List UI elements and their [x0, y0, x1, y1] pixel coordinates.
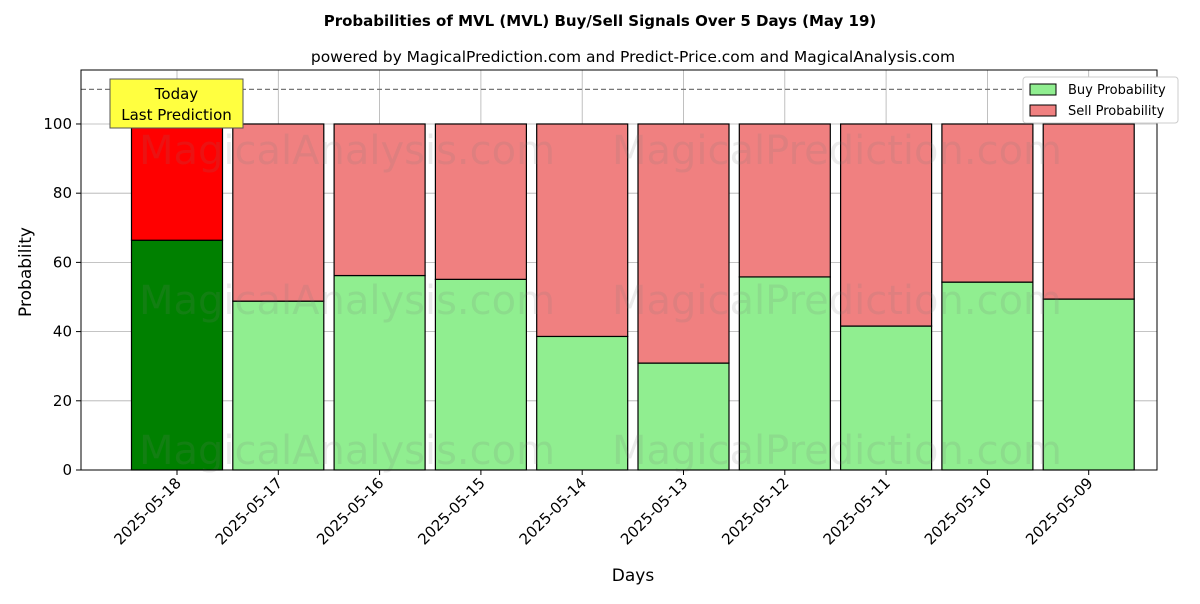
y-tick-label: 60 [53, 253, 72, 271]
buy-bar [434, 278, 527, 471]
x-tick-label: 2025-05-17 [212, 474, 286, 548]
x-tick-label: 2025-05-09 [1022, 474, 1096, 548]
watermark: MagicalAnalysis.com [139, 428, 555, 474]
x-tick-label: 2025-05-16 [313, 474, 387, 548]
today-annotation-line1: Today [154, 85, 199, 103]
x-tick-label: 2025-05-12 [718, 474, 792, 548]
sell-bar [130, 123, 224, 241]
watermark: MagicalPrediction.com [612, 428, 1062, 474]
buy-bar [536, 335, 629, 471]
y-tick-label: 20 [53, 392, 72, 410]
sell-bar [434, 123, 527, 280]
sell-bar [637, 123, 730, 364]
y-tick-label: 80 [53, 184, 72, 202]
buy-bar [738, 276, 831, 471]
chart-title: Probabilities of MVL (MVL) Buy/Sell Sign… [324, 12, 877, 30]
sell-bar [536, 123, 629, 338]
buy-bar [941, 281, 1034, 471]
x-tick-label: 2025-05-10 [921, 474, 995, 548]
x-tick-label: 2025-05-11 [820, 474, 894, 548]
sell-bar [941, 123, 1034, 283]
watermark: MagicalPrediction.com [612, 128, 1062, 174]
x-tick-label: 2025-05-18 [110, 474, 184, 548]
today-annotation-line2: Last Prediction [121, 106, 232, 124]
sell-bar [333, 123, 426, 277]
sell-bar [839, 123, 933, 327]
plot-frame [80, 69, 1158, 471]
buy-bar [839, 325, 933, 471]
legend-sell-label: Sell Probability [1068, 104, 1165, 119]
legend-buy-swatch [1029, 83, 1057, 96]
watermark: MagicalAnalysis.com [139, 128, 555, 174]
buy-bar [1042, 298, 1135, 471]
watermark: MagicalAnalysis.com [139, 278, 555, 324]
y-tick-label: 100 [43, 115, 72, 133]
y-tick-label: 0 [62, 461, 72, 479]
buy-bar [333, 274, 426, 471]
buy-bar [130, 239, 224, 471]
chart-subtitle: powered by MagicalPrediction.com and Pre… [311, 48, 955, 66]
y-axis-label: Probability [16, 227, 36, 317]
sell-bar [738, 123, 831, 278]
legend [1022, 76, 1179, 124]
y-tick-label: 40 [53, 323, 72, 341]
sell-bar [232, 123, 325, 302]
x-axis-label: Days [612, 566, 655, 586]
sell-bar [1042, 123, 1135, 300]
watermark: MagicalPrediction.com [612, 278, 1062, 324]
legend-buy-label: Buy Probability [1068, 83, 1166, 98]
today-annotation-box [109, 78, 244, 129]
x-tick-label: 2025-05-15 [414, 474, 488, 548]
x-tick-label: 2025-05-14 [516, 474, 590, 548]
buy-bar [637, 362, 730, 471]
x-tick-label: 2025-05-13 [617, 474, 691, 548]
legend-sell-swatch [1029, 104, 1057, 117]
